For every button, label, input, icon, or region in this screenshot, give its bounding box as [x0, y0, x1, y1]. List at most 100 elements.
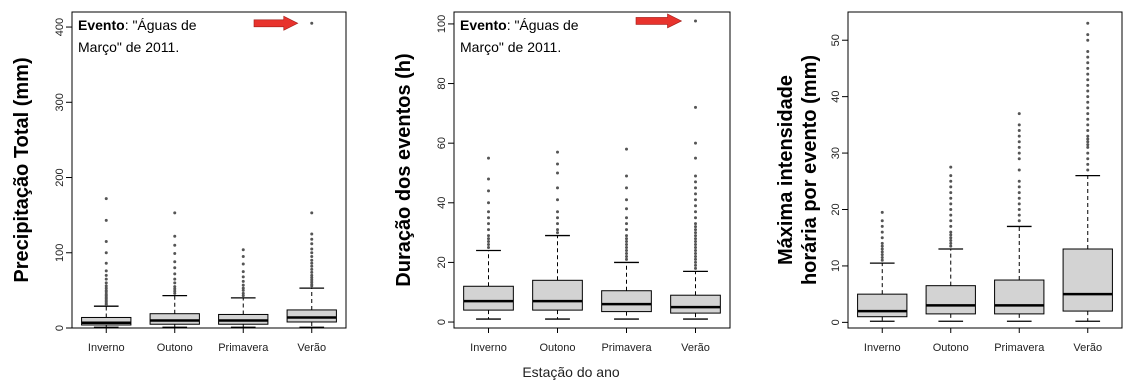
- outlier-point: [880, 230, 884, 234]
- outlier-point: [694, 222, 697, 226]
- outlier-point: [694, 263, 697, 267]
- outlier-point: [487, 210, 490, 214]
- outlier-point: [625, 257, 628, 261]
- x-tick-label: Inverno: [88, 342, 125, 354]
- outlier-point: [1017, 168, 1021, 172]
- outlier-point: [1017, 219, 1021, 223]
- chart-panel-2: 0 20 40 60 80 100 Duração dos eventos (h) Inver…: [393, 11, 731, 354]
- outlier-point: [556, 231, 559, 235]
- outlier-point: [880, 241, 884, 245]
- x-tick-label: Inverno: [864, 342, 901, 354]
- outlier-point: [694, 174, 697, 178]
- outlier-point: [949, 174, 953, 178]
- outlier-point: [310, 270, 314, 274]
- outlier-point: [880, 247, 884, 251]
- plot-frame: [847, 11, 1123, 329]
- y-tick-label: 50: [830, 34, 842, 46]
- outlier-point: [625, 222, 628, 226]
- outlier-point: [487, 177, 490, 181]
- y-tick-label: 20: [436, 256, 448, 268]
- outlier-point: [949, 224, 953, 228]
- outlier-point: [949, 230, 953, 234]
- outlier-point: [1086, 89, 1090, 93]
- outlier-point: [104, 292, 108, 296]
- outlier-point: [310, 273, 314, 277]
- outlier-point: [173, 277, 177, 281]
- shared-x-axis-label: Estação do ano: [522, 364, 620, 380]
- outlier-point: [880, 258, 884, 262]
- outlier-point: [310, 255, 314, 259]
- outlier-point: [1017, 145, 1021, 149]
- outlier-point: [694, 186, 697, 190]
- annotation-line-1: Evento: "Águas de: [460, 17, 579, 33]
- outlier-point: [173, 291, 177, 295]
- outlier-point: [1017, 140, 1021, 144]
- annotation-line-2: Março" de 2011.: [78, 39, 179, 55]
- outlier-point: [880, 219, 884, 223]
- outlier-point: [1086, 112, 1090, 116]
- outlier-point: [1017, 213, 1021, 217]
- outlier-point: [487, 216, 490, 220]
- outlier-point: [1017, 208, 1021, 211]
- y-tick-label: 10: [830, 260, 842, 272]
- outlier-point: [487, 228, 490, 232]
- outlier-point: [625, 207, 628, 211]
- outlier-point: [487, 243, 490, 247]
- outlier-point: [1086, 143, 1090, 147]
- outlier-point: [556, 216, 559, 220]
- outlier-point: [556, 210, 559, 214]
- outlier-point: [104, 284, 108, 288]
- y-tick-label: 20: [830, 203, 842, 215]
- x-tick-label: Verão: [297, 342, 326, 354]
- outlier-point: [310, 237, 314, 241]
- outlier-point: [1086, 117, 1090, 121]
- annotation-arrow: [253, 15, 299, 31]
- x-tick-label: Primavera: [994, 342, 1045, 354]
- outlier-point: [556, 162, 559, 166]
- outlier-point: [694, 251, 697, 255]
- x-tick-label: Outono: [157, 342, 193, 354]
- outlier-point: [1086, 134, 1090, 138]
- iqr-box: [857, 293, 908, 318]
- outlier-point: [1086, 106, 1090, 110]
- outlier-point: [625, 234, 628, 238]
- outlier-point: [173, 252, 177, 256]
- outlier-point: [625, 198, 628, 202]
- outlier-point: [104, 239, 108, 243]
- outlier-point: [241, 279, 245, 283]
- y-axis-label: Duração dos eventos (h): [393, 53, 415, 286]
- outlier-point: [556, 171, 559, 175]
- y-tick-label: 0: [436, 319, 448, 325]
- outlier-point: [310, 247, 314, 251]
- x-tick-label: Primavera: [601, 342, 652, 354]
- outlier-point: [310, 267, 314, 271]
- outlier-point: [949, 202, 953, 206]
- outlier-point: [1017, 151, 1021, 155]
- outlier-point: [487, 156, 490, 160]
- chart-panel-3: 0 10 20 30 40 50 Máxima intensidade horária por…: [775, 11, 1123, 354]
- outlier-point: [1017, 129, 1021, 132]
- outlier-point: [487, 234, 490, 238]
- outlier-point: [880, 224, 884, 228]
- y-tick-label: 0: [54, 325, 66, 331]
- x-tick-label: Outono: [933, 342, 969, 354]
- outlier-point: [556, 186, 559, 190]
- outlier-point: [1086, 61, 1090, 65]
- outlier-point: [694, 156, 697, 160]
- outlier-point: [949, 196, 953, 200]
- chart-panel-1: 0 100 200 300 400 Precipitação Total (mm) Inve…: [11, 11, 347, 354]
- outlier-point: [173, 285, 177, 289]
- outlier-point: [949, 233, 953, 237]
- outlier-point: [1086, 50, 1090, 53]
- outlier-point: [694, 198, 697, 202]
- outlier-point: [310, 261, 314, 265]
- outlier-point: [1086, 100, 1090, 104]
- x-tick-label: Inverno: [470, 342, 507, 354]
- outlier-point: [694, 254, 697, 258]
- outlier-point: [310, 282, 314, 286]
- outlier-point: [694, 234, 697, 238]
- outlier-point: [949, 185, 953, 189]
- outlier-point: [104, 261, 108, 265]
- outlier-point: [310, 232, 314, 236]
